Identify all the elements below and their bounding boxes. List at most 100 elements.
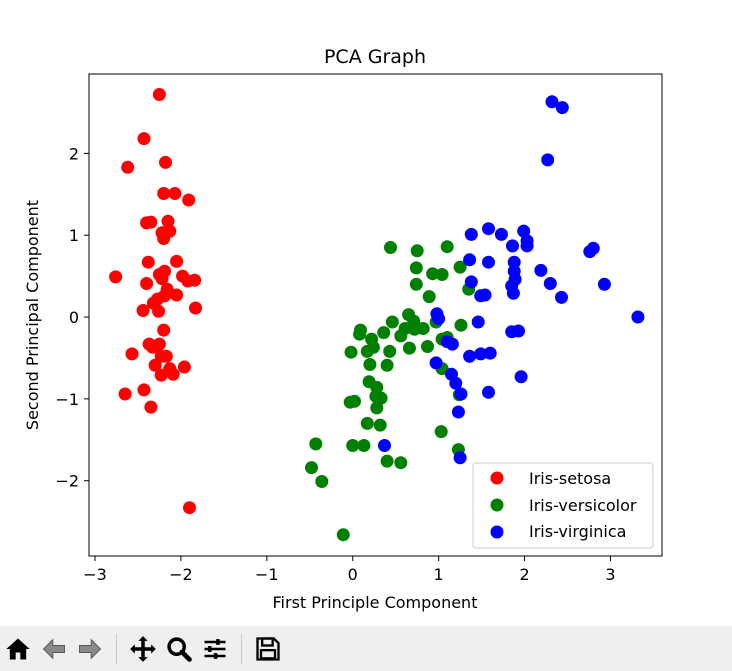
point-setosa [152,337,166,351]
point-virginica [520,239,534,253]
point-versicolor [373,418,387,432]
point-versicolor [363,358,377,371]
home-button[interactable] [1,632,35,666]
point-setosa [168,187,182,200]
point-setosa [170,288,184,302]
x-tick-label: 1 [434,565,444,584]
point-versicolor [409,277,423,291]
point-virginica [464,227,478,241]
zoom-button[interactable] [162,632,196,666]
forward-arrow-icon [79,638,102,659]
point-setosa [118,387,132,401]
point-virginica [474,347,488,361]
sliders-icon [204,638,226,659]
legend-label-versicolor: Iris-versicolor [529,496,637,515]
point-setosa [154,368,168,382]
point-versicolor [346,439,360,452]
x-tick-label: −3 [83,565,107,584]
legend-label-setosa: Iris-setosa [529,469,611,488]
point-versicolor [353,327,367,341]
point-versicolor [374,391,388,405]
data-points [109,88,645,542]
point-setosa [189,301,202,315]
point-setosa [144,400,158,414]
point-setosa [140,277,154,290]
save-button[interactable] [251,632,285,666]
point-virginica [631,310,645,324]
legend: Iris-setosa Iris-versicolor Iris-virgini… [472,462,654,549]
point-versicolor [435,268,449,281]
navigation-toolbar [0,626,732,671]
point-setosa [155,272,169,286]
point-virginica [597,277,611,291]
y-tick-label: −1 [55,390,79,409]
toolbar-separator [241,633,242,664]
point-versicolor [440,240,454,254]
point-virginica [534,263,548,277]
point-setosa [137,132,151,146]
point-setosa [136,304,150,317]
point-virginica [463,253,477,267]
point-versicolor [360,344,374,358]
point-setosa [125,347,139,361]
legend-label-virginica: Iris-virginica [529,522,626,541]
point-versicolor [383,344,397,358]
point-virginica [507,255,521,269]
forward-button[interactable] [73,632,107,666]
point-versicolor [380,454,394,468]
x-axis-label: First Principle Component [273,593,478,612]
zoom-icon [167,636,192,662]
back-button[interactable] [37,632,71,666]
point-virginica [454,387,468,401]
point-versicolor [385,315,399,329]
point-setosa [121,160,135,174]
y-axis-label: Second Principal Component [23,200,42,430]
point-versicolor [394,329,408,343]
point-virginica [482,222,495,236]
point-setosa [182,193,196,207]
point-virginica [432,312,446,326]
point-versicolor [422,290,436,304]
point-setosa [166,367,180,381]
pan-button[interactable] [126,632,160,666]
y-tick-label: 0 [69,308,79,327]
point-versicolor [426,267,440,281]
y-tick-label: 1 [69,226,79,245]
point-versicolor [434,425,448,439]
configure-subplots-button[interactable] [198,632,232,666]
point-setosa [157,323,171,337]
point-setosa [141,255,155,269]
home-icon [6,638,30,659]
legend-marker-virginica [490,525,504,539]
point-versicolor [370,401,384,415]
point-virginica [506,286,520,300]
point-versicolor [384,241,397,254]
x-tick-label: 0 [348,565,358,584]
point-virginica [478,288,492,302]
legend-marker-versicolor [490,498,504,512]
point-setosa [152,88,166,101]
save-icon [256,636,280,661]
point-versicolor [336,528,350,542]
point-versicolor [409,261,423,275]
point-versicolor [305,461,318,475]
point-virginica [514,370,528,384]
point-virginica [429,356,443,370]
point-setosa [170,254,184,268]
point-virginica [464,275,478,289]
y-tick-label: −2 [55,472,79,491]
point-versicolor [315,475,329,488]
point-versicolor [309,437,323,451]
point-setosa [109,270,123,284]
point-virginica [482,255,495,269]
y-tick-label: 2 [69,144,79,163]
point-versicolor [421,340,434,353]
point-setosa [158,289,172,303]
chart-title: PCA Graph [324,46,426,68]
point-virginica [451,405,465,419]
legend-marker-setosa [490,471,504,485]
point-versicolor [348,394,361,408]
point-virginica [541,153,555,167]
point-virginica [506,239,519,253]
point-versicolor [377,326,391,340]
